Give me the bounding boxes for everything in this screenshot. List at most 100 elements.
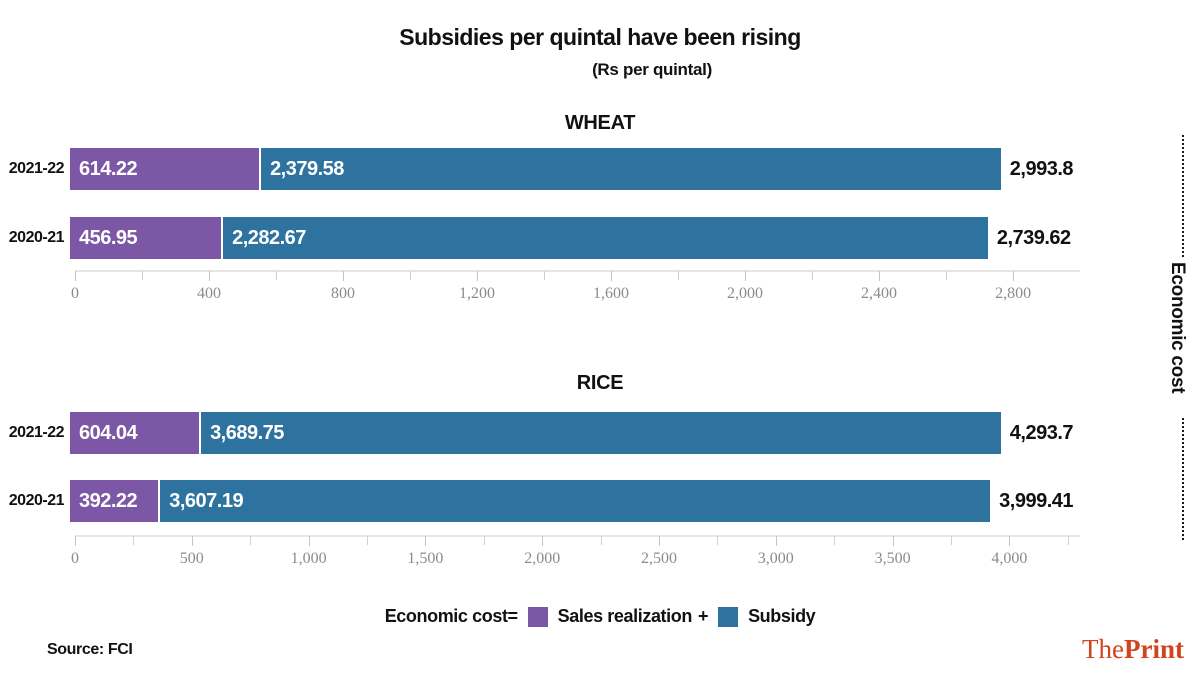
axis-minor-tick [1067, 536, 1069, 545]
axis-minor-tick [276, 271, 277, 280]
axis-minor-tick [717, 536, 719, 545]
axis-minor-tick [133, 536, 135, 545]
axis-tick-label: 400 [197, 285, 221, 302]
axis-minor-tick [410, 271, 412, 280]
axis-tick-label: 2,000 [727, 285, 764, 302]
axis-minor-tick [483, 536, 485, 545]
axis-tick-label: 0 [71, 285, 79, 302]
axis-tick-label: 500 [179, 550, 204, 567]
axis-major-tick [611, 271, 613, 281]
axis-minor-tick [946, 271, 948, 280]
axis-minor-tick [678, 271, 680, 280]
subsidy-bar: 3,607.19 [160, 480, 991, 522]
category-label: 2020-21 [8, 229, 65, 246]
category-label: 2020-21 [8, 492, 65, 509]
rice-section-title: RICE [576, 372, 624, 394]
axis-tick-label: 2,000 [524, 550, 561, 567]
equals-sign: = [507, 606, 519, 626]
plus-sign: + [697, 606, 709, 626]
chart-header: Subsidies per quintal have been rising (… [0, 24, 1200, 80]
axis-minor-tick [834, 536, 836, 545]
bar-track: 392.22 3,607.19 3,999.41 [70, 480, 1073, 522]
axis-tick-label: 800 [331, 285, 356, 302]
sales-realization-bar: 604.04 [70, 412, 202, 454]
wheat-section-title: WHEAT [564, 112, 636, 134]
bar-value-label: 614.22 [79, 157, 138, 180]
axis-major-tick [209, 271, 210, 281]
axis-major-tick [879, 271, 881, 281]
axis-minor-tick [366, 536, 368, 545]
subsidy-swatch [718, 606, 739, 627]
axis-tick-label: 4,000 [991, 550, 1028, 567]
bar-track: 456.95 2,282.67 2,739.62 [70, 217, 1073, 259]
source-note: Source: FCI [47, 641, 133, 658]
axis-major-tick [191, 536, 193, 546]
axis-major-tick [75, 536, 76, 546]
axis-tick-label: 0 [71, 550, 79, 567]
axis-major-tick [542, 536, 544, 546]
bar-value-label: 3,607.19 [169, 489, 244, 512]
wheat-x-axis: 0 400 800 1,200 1,600 2,000 2,400 2,800 [71, 270, 1080, 312]
logo-print: Print [1124, 634, 1184, 664]
axis-tick-label: 2,400 [861, 285, 898, 302]
axis-minor-tick [950, 536, 952, 545]
axis-minor-tick [544, 271, 546, 280]
wheat-row-2020-21: 2020-21 456.95 2,282.67 2,739.62 [0, 217, 1073, 259]
axis-major-tick [1009, 536, 1011, 546]
axis-tick-label: 3,500 [874, 550, 911, 567]
rice-row-2021-22: 2021-22 604.04 3,689.75 4,293.7 [0, 412, 1074, 454]
axis-tick-label: 1,600 [593, 285, 630, 302]
axis-tick-label: 1,000 [290, 550, 327, 567]
total-label: 4,293.7 [1009, 421, 1074, 444]
sales-realization-bar: 456.95 [70, 217, 224, 259]
chart-subtitle: (Rs per quintal) [592, 60, 712, 79]
bar-value-label: 3,689.75 [210, 421, 284, 444]
axis-major-tick [425, 536, 427, 546]
sales-realization-swatch [527, 606, 548, 627]
axis-tick-label: 1,200 [459, 285, 496, 302]
bar-value-label: 2,282.67 [232, 226, 306, 249]
rice-x-axis: 0 500 1,000 1,500 2,000 2,500 3,000 3,500 4,000 [71, 535, 1080, 577]
subsidy-bar: 3,689.75 [201, 412, 1001, 454]
total-label: 2,993.8 [1009, 157, 1074, 180]
bar-value-label: 392.22 [79, 489, 138, 512]
axis-major-tick [745, 271, 747, 281]
axis-minor-tick [600, 536, 602, 545]
axis-major-tick [775, 536, 777, 546]
axis-major-tick [75, 271, 76, 281]
axis-major-tick [477, 271, 479, 281]
total-label: 3,999.41 [999, 489, 1073, 512]
category-label: 2021-22 [8, 160, 65, 177]
legend-sales-realization-label: Sales realization [557, 606, 693, 626]
sales-realization-bar: 614.22 [70, 148, 262, 190]
logo-the: The [1082, 634, 1124, 664]
economic-cost-bracket-line-top [1182, 135, 1184, 257]
axis-major-tick [1013, 271, 1015, 281]
axis-tick-label: 3,000 [757, 550, 794, 567]
axis-minor-tick [142, 271, 143, 280]
rice-row-2020-21: 2020-21 392.22 3,607.19 3,999.41 [0, 480, 1073, 522]
total-label: 2,739.62 [996, 226, 1071, 249]
subsidy-bar: 2,379.58 [261, 148, 1001, 190]
axis-minor-tick [812, 271, 814, 280]
axis-minor-tick [250, 536, 252, 545]
axis-tick-label: 2,800 [995, 285, 1032, 302]
axis-major-tick [658, 536, 660, 546]
bar-value-label: 2,379.58 [270, 157, 344, 180]
axis-tick-label: 1,500 [407, 550, 444, 567]
economic-cost-axis-label: Economic cost [1167, 262, 1188, 394]
category-label: 2021-22 [8, 424, 65, 441]
axis-tick-label: 2,500 [640, 550, 677, 567]
legend: Economic cost= Sales realization + Subsi… [0, 606, 1200, 627]
chart-title: Subsidies per quintal have been rising [399, 24, 801, 50]
legend-economic-cost-label: Economic cost= [384, 606, 519, 626]
bar-track: 604.04 3,689.75 4,293.7 [70, 412, 1074, 454]
legend-subsidy-label: Subsidy [748, 606, 816, 626]
axis-major-tick [343, 271, 345, 281]
bar-value-label: 604.04 [79, 421, 138, 444]
sales-realization-bar: 392.22 [70, 480, 161, 522]
subsidy-bar: 2,282.67 [223, 217, 988, 259]
axis-major-tick [308, 536, 310, 546]
economic-cost-bracket-line-bottom [1182, 418, 1184, 540]
axis-major-tick [892, 536, 894, 546]
